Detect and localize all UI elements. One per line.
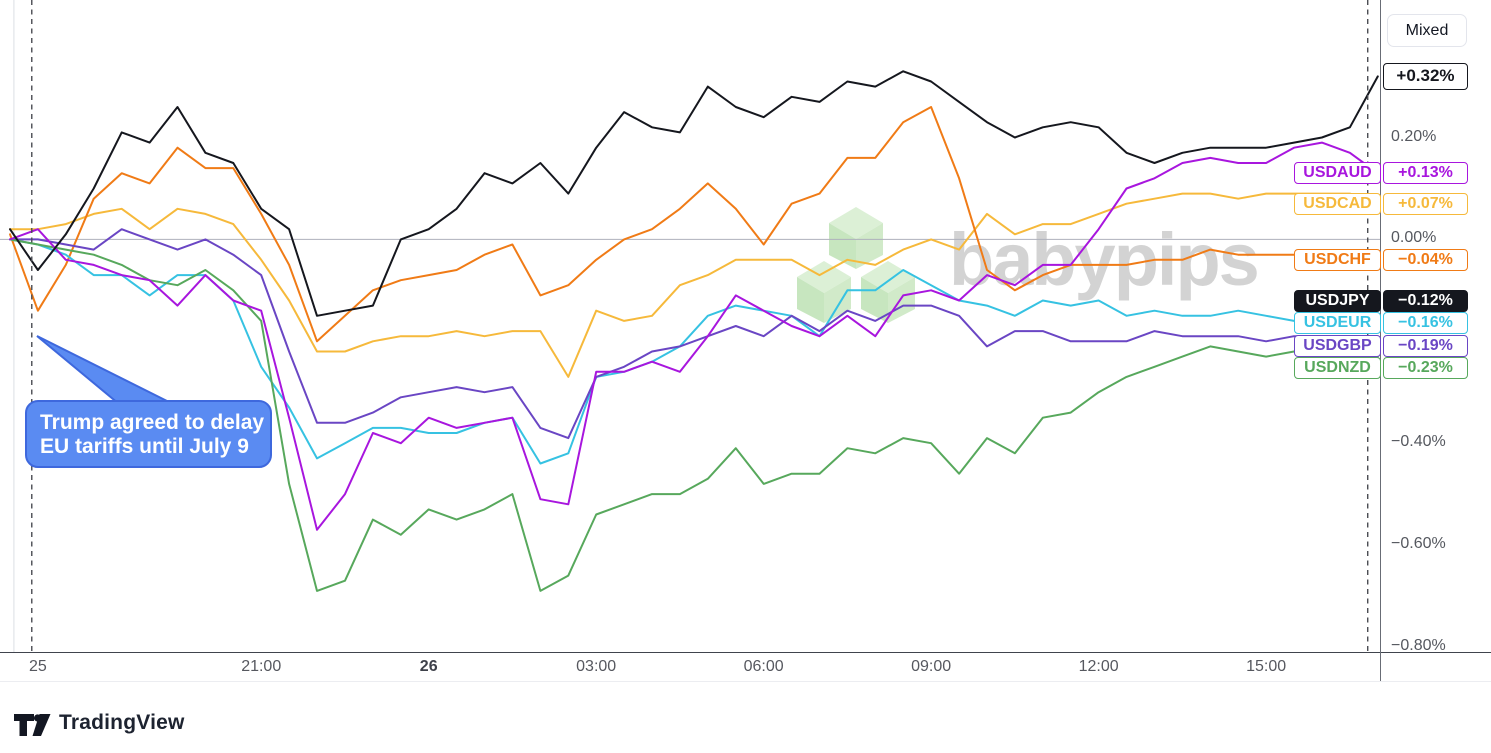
symbol-label-usdeur[interactable]: USDEUR: [1294, 312, 1381, 335]
news-callout[interactable]: Trump agreed to delay EU tariffs until J…: [25, 400, 272, 468]
symbol-change-usdaud[interactable]: +0.13%: [1383, 162, 1468, 185]
main-price-label: +0.32%: [1383, 63, 1468, 91]
symbol-label-usdgbp[interactable]: USDGBP: [1294, 334, 1381, 357]
data-mode-badge[interactable]: Mixed: [1387, 14, 1467, 47]
tradingview-attribution[interactable]: TradingView: [14, 708, 185, 738]
time-axis-lower-border: [0, 681, 1491, 682]
symbol-label-usdnzd[interactable]: USDNZD: [1294, 357, 1381, 380]
time-tick-0300: 03:00: [576, 658, 617, 675]
symbol-change-usdgbp[interactable]: −0.19%: [1383, 334, 1468, 357]
time-axis-border: [0, 652, 1491, 653]
symbol-change-usdchf[interactable]: −0.04%: [1383, 248, 1468, 271]
callout-line-1: Trump agreed to delay: [40, 411, 265, 434]
price-tick-0.00%: 0.00%: [1391, 229, 1437, 247]
time-tick-1200: 12:00: [1078, 658, 1119, 675]
symbol-change-usdnzd[interactable]: −0.23%: [1383, 357, 1468, 380]
time-tick-0900: 09:00: [911, 658, 952, 675]
watermark-text: babypips: [949, 218, 1260, 301]
time-tick-25: 25: [29, 658, 47, 675]
babypips-cubes-icon: [797, 207, 915, 323]
time-tick-26: 26: [419, 658, 438, 675]
babypips-watermark: babypips: [793, 203, 1260, 325]
symbol-change-usdcad[interactable]: +0.07%: [1383, 192, 1468, 215]
symbol-label-usdjpy[interactable]: USDJPY: [1294, 289, 1381, 312]
time-tick-2100: 21:00: [241, 658, 282, 675]
price-tick-0.20%: 0.20%: [1391, 127, 1437, 145]
symbol-change-usdeur[interactable]: −0.16%: [1383, 312, 1468, 335]
time-tick-0600: 06:00: [743, 658, 784, 675]
callout-line-2: EU tariffs until July 9: [40, 435, 249, 458]
symbol-change-usdjpy[interactable]: −0.12%: [1383, 289, 1468, 312]
price-tick-−0.80%: −0.80%: [1391, 636, 1446, 654]
tradingview-logo-icon: [14, 713, 51, 736]
price-tick-−0.60%: −0.60%: [1391, 535, 1446, 553]
callout-tail: [36, 335, 170, 406]
time-tick-1500: 15:00: [1246, 658, 1287, 675]
symbol-label-usdchf[interactable]: USDCHF: [1294, 248, 1381, 271]
symbol-label-usdaud[interactable]: USDAUD: [1294, 162, 1381, 185]
symbol-label-usdcad[interactable]: USDCAD: [1294, 192, 1381, 215]
tradingview-brand-text: TradingView: [59, 711, 185, 734]
series-line-usdaud: [9, 141, 1379, 531]
price-tick-−0.40%: −0.40%: [1391, 433, 1446, 451]
